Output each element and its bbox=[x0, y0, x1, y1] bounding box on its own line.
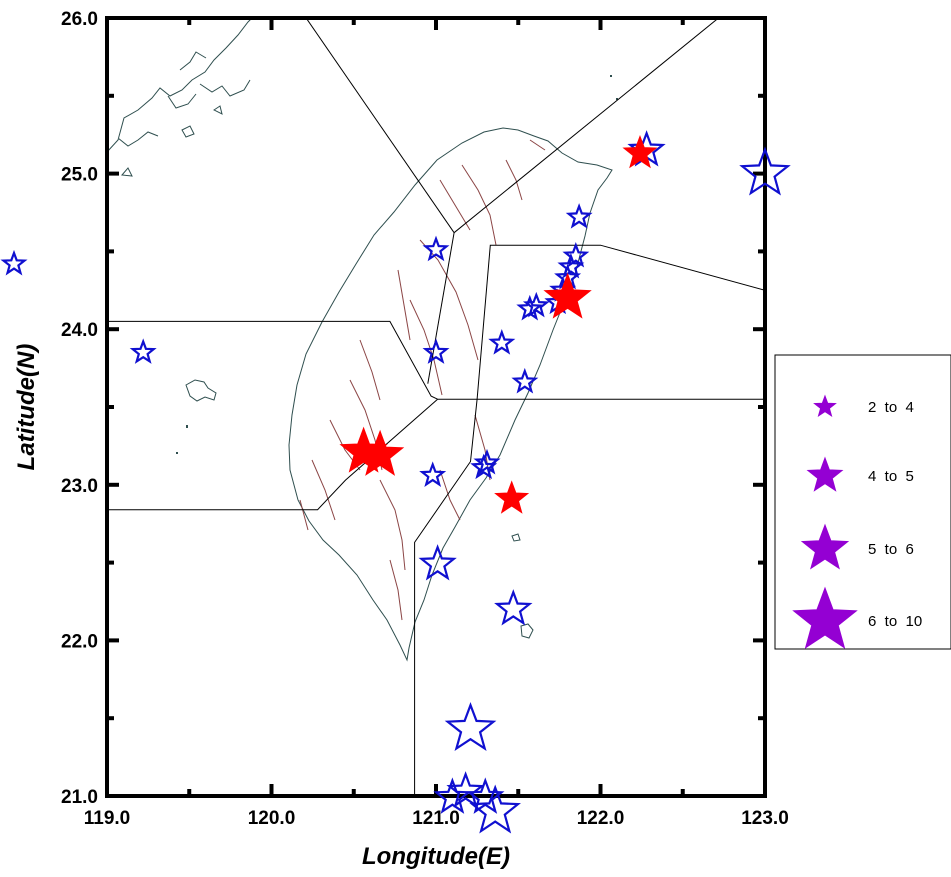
open-star-marker bbox=[473, 448, 501, 475]
fault-lines bbox=[299, 139, 546, 621]
geography-layer bbox=[107, 18, 618, 662]
china-coast bbox=[107, 18, 253, 153]
y-tick-label: 26.0 bbox=[61, 9, 98, 30]
legend-stars bbox=[792, 394, 858, 649]
legend-star-marker bbox=[813, 394, 837, 418]
legend-star-marker bbox=[806, 456, 844, 492]
legend-label: 4 to 5 bbox=[868, 468, 914, 485]
filled-star-marker bbox=[622, 134, 658, 169]
filled-star-marker bbox=[543, 272, 592, 319]
legend-label: 6 to 10 bbox=[868, 613, 922, 630]
x-tick-label: 122.0 bbox=[577, 808, 625, 829]
y-axis-title: Latitude(N) bbox=[13, 344, 40, 471]
tiny-islets bbox=[176, 75, 618, 454]
zone-boundary-line bbox=[305, 18, 455, 233]
open-star-marker bbox=[446, 771, 485, 808]
open-star-marker bbox=[433, 777, 472, 814]
zone-boundary-line bbox=[414, 399, 478, 796]
penghu-islands bbox=[185, 379, 217, 402]
legend-label: 2 to 4 bbox=[868, 399, 914, 416]
green-island bbox=[511, 533, 521, 542]
open-star-marker bbox=[494, 589, 533, 626]
zone-boundary-line bbox=[453, 18, 720, 234]
open-star-marker bbox=[129, 338, 157, 364]
y-tick-label: 24.0 bbox=[61, 320, 98, 341]
open-star-marker bbox=[418, 544, 457, 581]
x-tick-label: 119.0 bbox=[84, 808, 131, 829]
open-star-marker bbox=[739, 146, 791, 196]
x-tick-labels: 119.0 120.0 121.0 122.0 123.0 bbox=[84, 808, 789, 829]
y-tick-label: 25.0 bbox=[61, 165, 98, 186]
open-star-marker bbox=[557, 252, 585, 279]
y-tick-label: 21.0 bbox=[61, 787, 98, 808]
legend-label: 5 to 6 bbox=[868, 541, 914, 558]
legend: 2 to 4 4 to 5 5 to 6 6 to 10 bbox=[774, 354, 951, 650]
zone-boundary-line bbox=[107, 398, 438, 511]
zone-boundaries bbox=[107, 18, 765, 796]
y-tick-labels: 21.0 22.0 23.0 24.0 25.0 26.0 bbox=[61, 9, 98, 808]
zone-boundary-line bbox=[107, 320, 438, 400]
legend-star-marker bbox=[792, 586, 858, 649]
earthquake-events bbox=[129, 130, 791, 834]
outside-events bbox=[0, 249, 28, 276]
open-star-marker bbox=[511, 367, 539, 394]
open-star-marker bbox=[522, 291, 550, 318]
y-tick-label: 22.0 bbox=[61, 631, 98, 652]
x-axis-title: Longitude(E) bbox=[362, 843, 510, 870]
x-tick-label: 120.0 bbox=[248, 808, 296, 829]
y-tick-label: 23.0 bbox=[61, 476, 98, 497]
taiwan-coastline bbox=[288, 127, 613, 662]
legend-star-marker bbox=[800, 523, 850, 570]
axis-ticks bbox=[105, 16, 767, 798]
open-star-marker bbox=[562, 241, 590, 268]
open-star-marker bbox=[469, 784, 521, 834]
x-tick-label: 121.0 bbox=[412, 808, 460, 829]
open-star-marker bbox=[422, 338, 450, 364]
matsu-islands bbox=[120, 105, 223, 177]
filled-star-marker bbox=[355, 429, 405, 476]
plot-frame bbox=[105, 16, 767, 798]
zone-boundary-line bbox=[476, 244, 765, 400]
filled-star-marker bbox=[494, 480, 530, 514]
x-tick-label: 123.0 bbox=[741, 808, 789, 829]
open-star-marker bbox=[470, 453, 498, 480]
open-star-marker bbox=[444, 701, 497, 752]
open-star-marker bbox=[0, 249, 28, 276]
orchid-island bbox=[520, 623, 534, 639]
open-star-marker bbox=[422, 235, 450, 262]
open-star-marker bbox=[488, 329, 516, 355]
open-star-marker bbox=[419, 461, 447, 487]
legend-box bbox=[774, 354, 951, 650]
open-star-marker bbox=[565, 203, 593, 229]
